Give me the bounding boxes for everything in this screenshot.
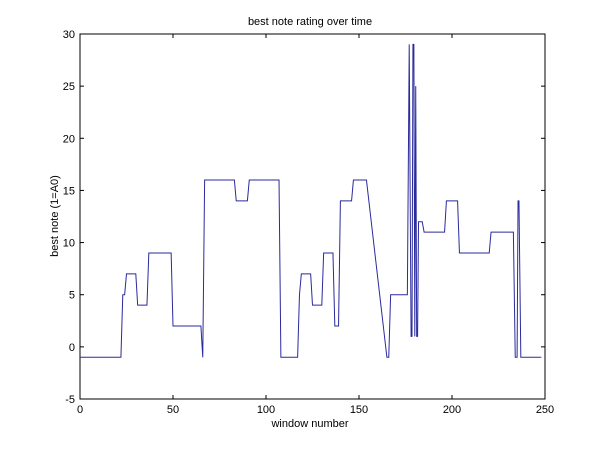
y-axis-label: best note (1=A0) xyxy=(49,175,61,257)
y-tick-label: -5 xyxy=(65,394,75,406)
y-tick-label: 10 xyxy=(63,238,75,250)
x-tick-label: 250 xyxy=(536,404,554,416)
x-tick-label: 0 xyxy=(77,404,83,416)
x-tick-label: 100 xyxy=(257,404,275,416)
x-tick-label: 150 xyxy=(350,404,368,416)
chart-title: best note rating over time xyxy=(248,16,372,28)
plot-area xyxy=(79,33,546,400)
y-tick-label: 5 xyxy=(69,290,75,302)
x-tick-label: 50 xyxy=(167,404,179,416)
y-tick-label: 20 xyxy=(63,133,75,145)
x-tick-label: 200 xyxy=(443,404,461,416)
series-line xyxy=(80,43,542,358)
y-tick-label: 15 xyxy=(63,185,75,197)
y-tick-label: 30 xyxy=(63,29,75,41)
y-tick-label: 0 xyxy=(69,342,75,354)
x-axis-label: window number xyxy=(270,418,348,430)
y-tick-label: 25 xyxy=(63,81,75,93)
